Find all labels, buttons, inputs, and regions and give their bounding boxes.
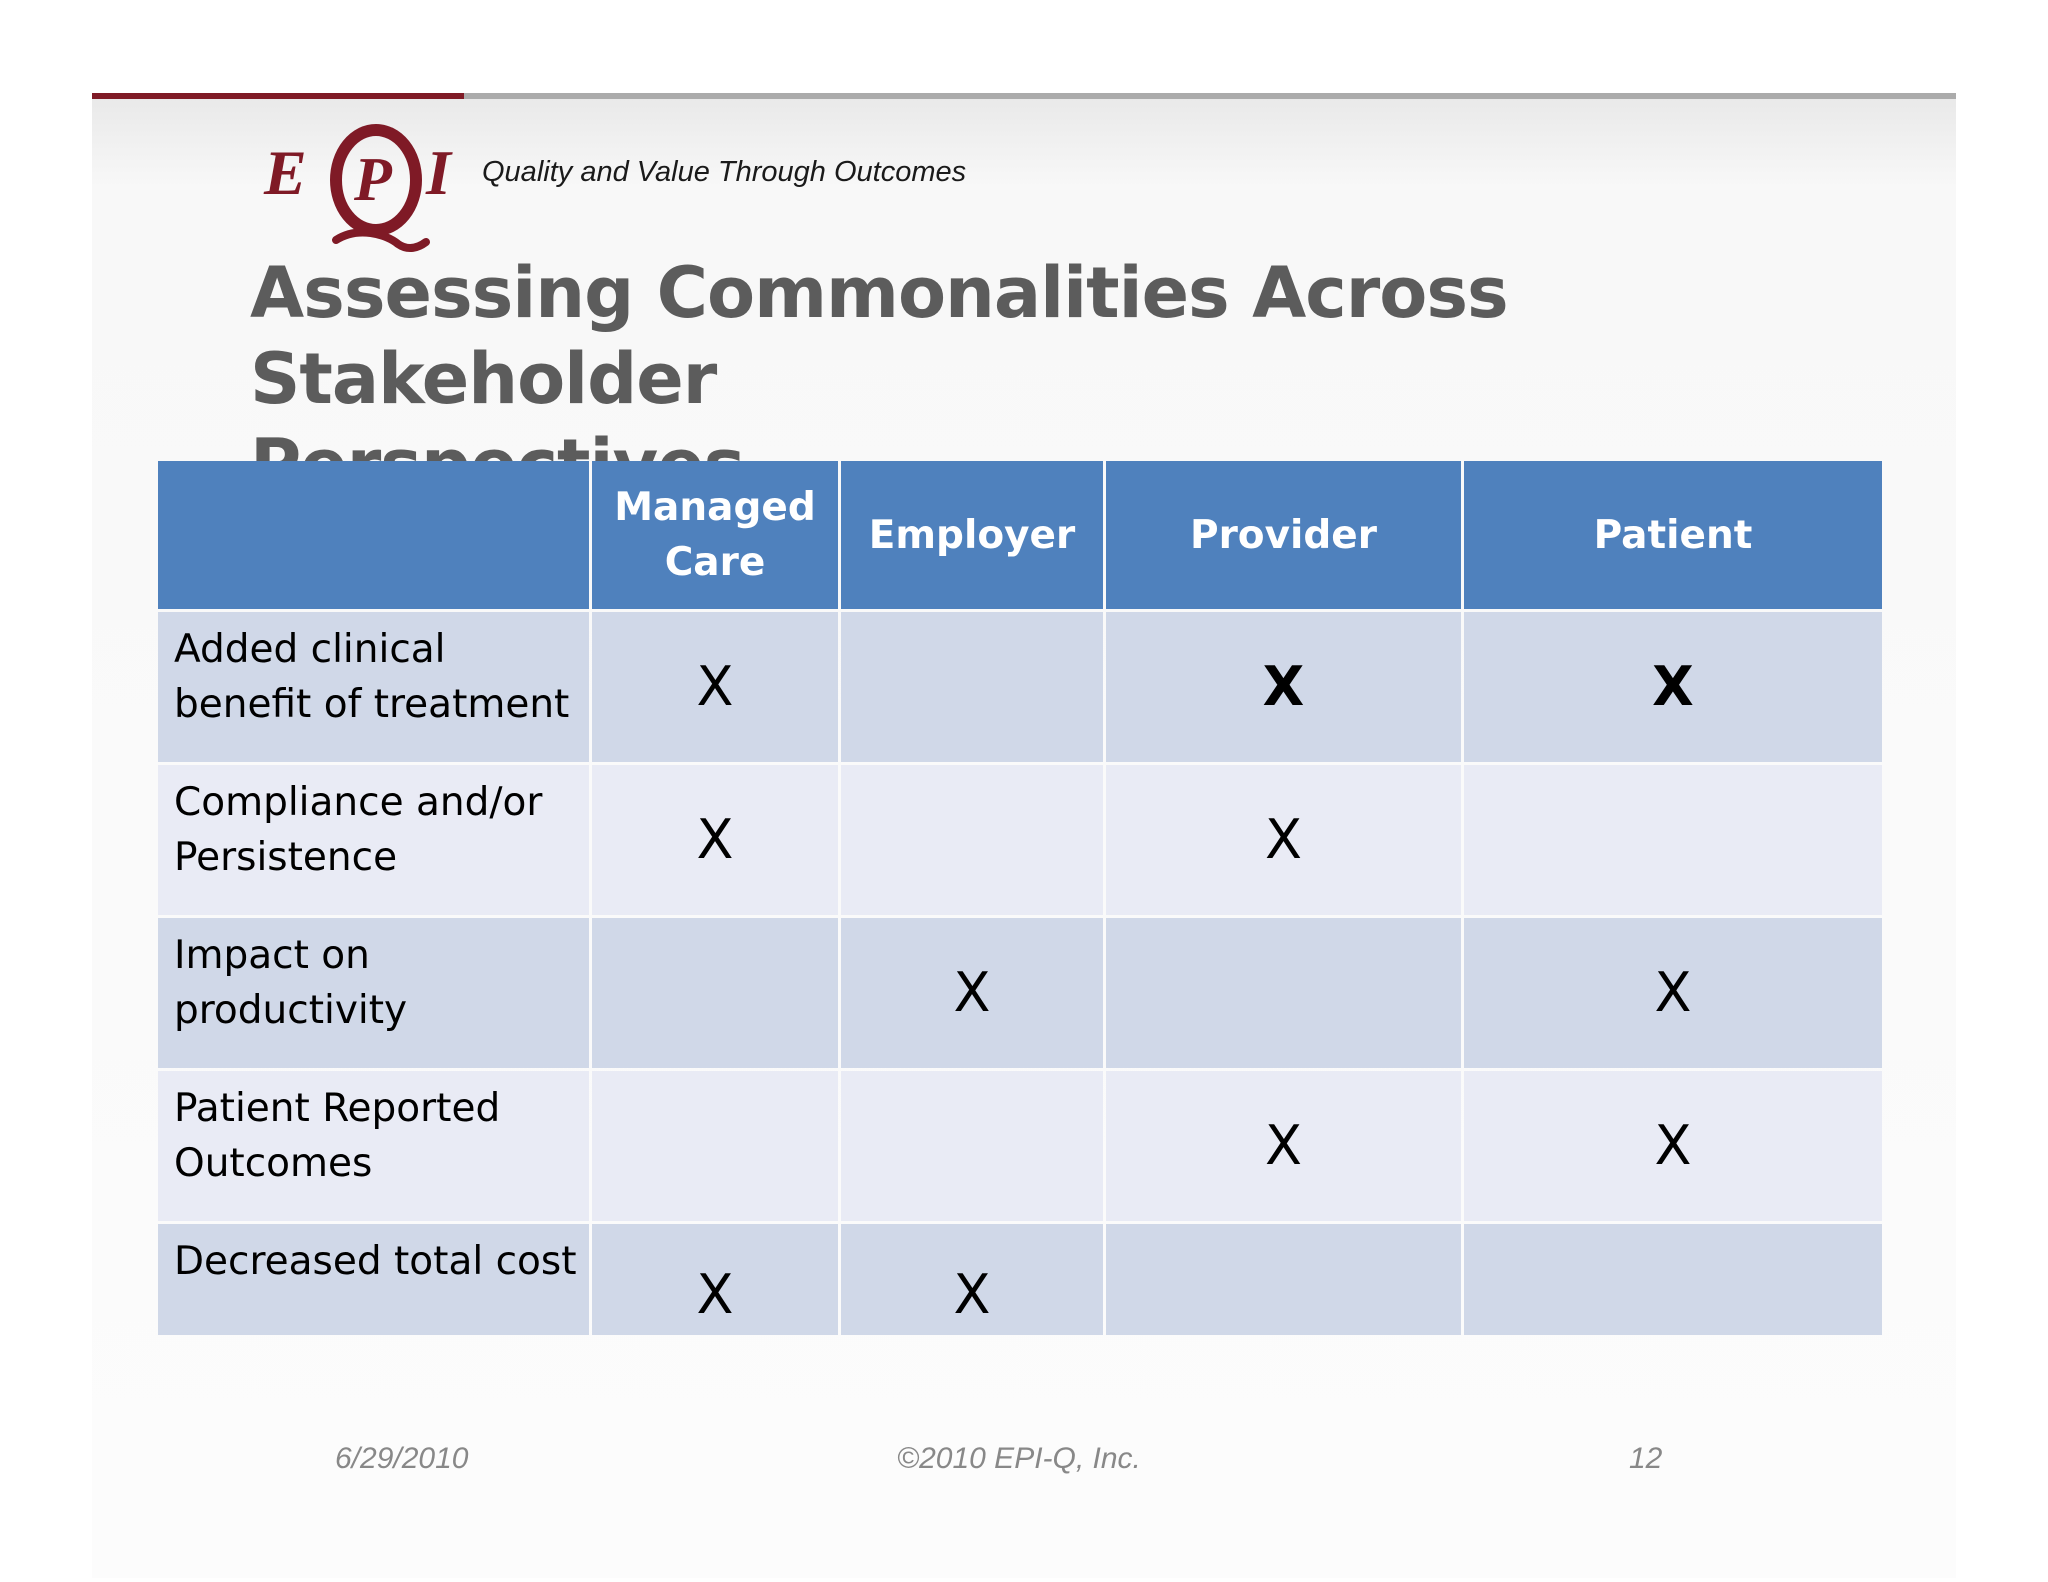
table-cell-mark [1464, 1224, 1882, 1335]
footer-date: 6/29/2010 [335, 1442, 469, 1475]
svg-text:E: E [263, 137, 307, 208]
table-cell-mark: X [592, 612, 838, 762]
stakeholder-table: Managed Care Employer Provider Patient A… [155, 458, 1885, 1338]
table-cell-mark: X [841, 918, 1103, 1068]
page-number: 12 [1629, 1442, 1663, 1475]
table-cell-mark [1106, 1224, 1461, 1335]
table-cell-mark: X [1464, 612, 1882, 762]
table-cell-mark [841, 765, 1103, 915]
table-cell-mark [592, 1071, 838, 1221]
table-cell-mark: X [841, 1224, 1103, 1335]
column-header-provider: Provider [1106, 461, 1461, 609]
table-cell-mark [841, 1071, 1103, 1221]
svg-text:P: P [353, 146, 393, 214]
row-label: Decreased total cost [158, 1224, 589, 1335]
row-label: Patient Reported Outcomes [158, 1071, 589, 1221]
table-cell-mark [592, 918, 838, 1068]
table-cell-mark: X [592, 765, 838, 915]
table-row: Impact on productivity X X [158, 918, 1882, 1068]
table-cell-mark: X [1106, 612, 1461, 762]
header-rule-accent [92, 93, 464, 99]
row-label: Impact on productivity [158, 918, 589, 1068]
column-header-blank [158, 461, 589, 609]
tagline: Quality and Value Through Outcomes [482, 156, 967, 188]
table-row: Decreased total cost X X [158, 1224, 1882, 1335]
table-row: Compliance and/or Persistence X X [158, 765, 1882, 915]
table-cell-mark: X [1106, 1071, 1461, 1221]
header-rule [92, 93, 1956, 99]
table-cell-mark [1464, 765, 1882, 915]
table-cell-mark: X [592, 1224, 838, 1335]
table-cell-mark [841, 612, 1103, 762]
slide-title-line-1: Assessing Commonalities Across Stakehold… [250, 252, 1509, 420]
table-row: Added clinical benefit of treatment X X … [158, 612, 1882, 762]
table-cell-mark: X [1464, 918, 1882, 1068]
column-header-managed-care: Managed Care [592, 461, 838, 609]
epqi-logo: E P I [263, 124, 453, 253]
table-header-row: Managed Care Employer Provider Patient [158, 461, 1882, 609]
table-row: Patient Reported Outcomes X X [158, 1071, 1882, 1221]
svg-text:I: I [425, 137, 453, 208]
row-label: Added clinical benefit of treatment [158, 612, 589, 762]
table-cell-mark [1106, 918, 1461, 1068]
column-header-employer: Employer [841, 461, 1103, 609]
table-cell-mark: X [1464, 1071, 1882, 1221]
column-header-patient: Patient [1464, 461, 1882, 609]
row-label: Compliance and/or Persistence [158, 765, 589, 915]
table-cell-mark: X [1106, 765, 1461, 915]
footer-copyright: ©2010 EPI-Q, Inc. [897, 1442, 1141, 1475]
